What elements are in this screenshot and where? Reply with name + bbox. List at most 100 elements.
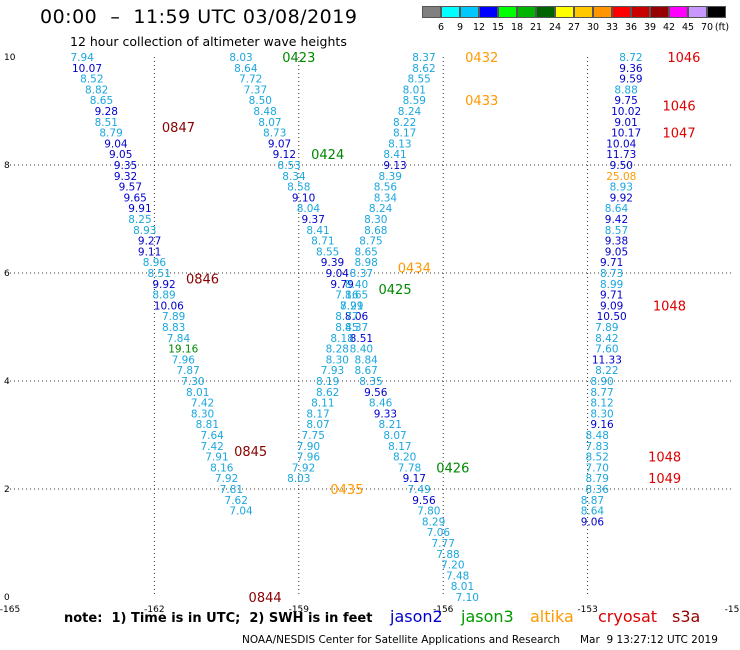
- wave-height-point: 8.57: [605, 225, 628, 237]
- pass-time-label: 0423: [282, 51, 315, 66]
- wave-height-point: 8.84: [354, 354, 378, 366]
- wave-height-point: 8.22: [393, 117, 416, 129]
- wave-height-point: 8.01: [403, 84, 426, 96]
- color-swatch: [669, 6, 688, 18]
- wave-height-point: 7.37: [244, 84, 267, 96]
- wave-height-point: 9.05: [109, 149, 132, 161]
- wave-height-point: 9.28: [95, 106, 118, 118]
- wave-height-point: 8.48: [253, 106, 276, 118]
- wave-height-point: 8.64: [581, 506, 605, 518]
- wave-height-point: 8.51: [148, 268, 171, 280]
- wave-height-point: 10.04: [606, 138, 636, 150]
- wave-height-point: 8.99: [600, 279, 623, 291]
- color-swatch: [441, 6, 460, 18]
- wave-height-point: 8.35: [359, 376, 382, 388]
- wave-height-point: 7.84: [167, 333, 191, 345]
- color-swatch: [612, 6, 631, 18]
- wave-height-point: 7.78: [398, 462, 421, 474]
- color-swatch: [650, 6, 669, 18]
- pass-time-label: 0844: [249, 591, 282, 606]
- wave-height-point: 8.52: [586, 452, 609, 464]
- color-scale-label: 15: [491, 22, 505, 33]
- wave-height-point: 8.71: [311, 236, 334, 248]
- wave-height-point: 11.33: [592, 354, 622, 366]
- wave-height-point: 8.37: [350, 268, 373, 280]
- wave-height-point: 19.16: [168, 344, 198, 356]
- y-tick-label: 6: [4, 269, 10, 279]
- wave-height-point: 8.48: [586, 430, 609, 442]
- pass-time-label: 0426: [436, 461, 469, 476]
- wave-height-point: 9.05: [605, 246, 628, 258]
- color-scale-label: 70: [700, 22, 714, 33]
- wave-height-point: 8.83: [162, 322, 185, 334]
- wave-height-point: 8.34: [282, 171, 306, 183]
- color-scale-label: 12: [472, 22, 486, 33]
- wave-height-point: 10.06: [154, 300, 184, 312]
- wave-height-point: 8.58: [287, 182, 310, 194]
- x-tick-label: -153: [577, 605, 597, 615]
- wave-height-point: 9.71: [600, 290, 623, 302]
- x-tick-label: -15: [725, 605, 740, 615]
- wave-height-point: 8.30: [590, 408, 613, 420]
- wave-height-point: 8.28: [326, 344, 349, 356]
- wave-height-point: 11.73: [606, 149, 636, 161]
- wave-height-point: 8.64: [234, 63, 258, 75]
- wave-height-point: 9.06: [581, 516, 605, 528]
- wave-height-point: 8.06: [345, 311, 369, 323]
- wave-height-point: 9.32: [114, 171, 137, 183]
- wave-height-point: 8.37: [412, 52, 435, 64]
- pass-time-label: 1048: [648, 451, 681, 466]
- wave-height-point: 9.09: [600, 300, 623, 312]
- wave-height-point: 8.03: [229, 52, 252, 64]
- wave-height-point: 8.40: [350, 344, 373, 356]
- wave-height-point: 9.01: [614, 117, 637, 129]
- wave-height-point: 9.39: [321, 257, 344, 269]
- color-scale-label: 9: [456, 22, 464, 33]
- wave-height-point: 7.88: [436, 549, 459, 561]
- wave-height-point: 8.04: [297, 203, 321, 215]
- wave-height-point: 8.17: [393, 128, 416, 140]
- color-scale-label: 6: [437, 22, 445, 33]
- color-swatch: [517, 6, 536, 18]
- wave-height-point: 8.73: [263, 128, 286, 140]
- wave-height-point: 8.17: [306, 408, 329, 420]
- wave-height-point: 9.91: [128, 203, 151, 215]
- wave-height-point: 8.51: [350, 333, 373, 345]
- wave-height-point: 8.34: [374, 192, 398, 204]
- wave-height-point: 8.87: [581, 495, 604, 507]
- color-scale-label: 21: [529, 22, 543, 33]
- wave-height-point: 8.07: [258, 117, 281, 129]
- wave-height-point: 8.53: [277, 160, 300, 172]
- wave-height-point: 8.30: [364, 214, 387, 226]
- wave-height-point: 8.07: [383, 430, 406, 442]
- color-swatch: [460, 6, 479, 18]
- wave-height-point: 9.92: [610, 192, 633, 204]
- wave-height-point: 25.08: [606, 171, 636, 183]
- wave-height-point: 8.62: [412, 63, 435, 75]
- wave-height-point: 7.60: [595, 344, 618, 356]
- legend-jason3: jason3: [461, 607, 514, 626]
- wave-height-point: 7.93: [321, 365, 344, 377]
- wave-height-point: 7.77: [432, 538, 455, 550]
- wave-height-point: 8.01: [451, 581, 474, 593]
- wave-height-point: 7.48: [446, 570, 469, 582]
- wave-height-point: 8.39: [379, 171, 402, 183]
- wave-height-point: 9.33: [374, 408, 397, 420]
- wave-height-point: 7.94: [71, 52, 95, 64]
- wave-height-point: 8.41: [383, 149, 406, 161]
- wave-height-point: 8.55: [407, 74, 430, 86]
- wave-height-point: 9.04: [104, 138, 128, 150]
- pass-time-label: 0846: [186, 272, 219, 287]
- wave-height-point: 8.62: [316, 387, 339, 399]
- color-swatch: [479, 6, 498, 18]
- wave-height-point: 8.17: [388, 441, 411, 453]
- wave-height-point: 7.72: [239, 74, 262, 86]
- chart-title: 00:00 – 11:59 UTC 03/08/2019: [40, 6, 358, 28]
- color-swatch: [555, 6, 574, 18]
- pass-time-label: 0432: [465, 51, 498, 66]
- wave-height-point: 8.56: [374, 182, 398, 194]
- wave-height-point: 8.88: [614, 84, 637, 96]
- wave-height-point: 7.70: [586, 462, 609, 474]
- wave-height-point: 7.62: [225, 495, 248, 507]
- wave-height-point: 7.89: [595, 322, 618, 334]
